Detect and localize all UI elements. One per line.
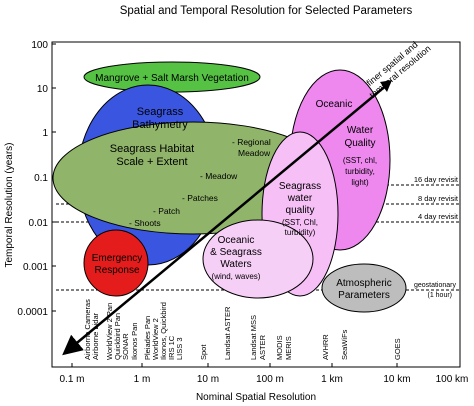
x-axis: 0.1 m 1 m 10 m 100 m 1 km 10 km 100 km N…: [59, 363, 468, 403]
water-quality-detail: turbidity,: [345, 167, 375, 176]
bathymetry-label: Bathymetry: [132, 119, 188, 131]
y-tick-label: 0.01: [29, 218, 49, 229]
mangrove-label: Mangrove + Salt Marsh Vegetation: [95, 73, 249, 84]
arrow-tail-mark: [380, 80, 392, 92]
bathymetry-label: Seagrass: [137, 106, 184, 118]
sensor-label: IRS 1C: [167, 335, 176, 360]
sensor-label: WorldView 2 Pan: [105, 303, 114, 360]
sensor-label: WorldView 2: [151, 318, 160, 360]
x-tick-label: 100 m: [256, 374, 284, 385]
water-quality-label: Quality: [344, 138, 375, 149]
sensor-label: Quickbird Pan: [113, 313, 122, 360]
y-tick-label: 0.001: [23, 262, 48, 273]
sensor-label: Ikonos Pan: [130, 322, 139, 360]
emergency-response-ellipse: [83, 229, 149, 297]
y-axis-label: Temporal Resolution (years): [4, 142, 15, 267]
oceanic-seagrass-detail: (wind, waves): [212, 272, 261, 281]
sensor-label: AVHRR: [321, 334, 330, 360]
seagrass-wq-detail: (SST, Chl,: [282, 218, 318, 227]
y-tick-label: 10: [37, 84, 49, 95]
seagrass-wq-detail: turbidity): [285, 228, 316, 237]
y-tick-label: 0.1: [34, 173, 48, 184]
water-quality-detail: (SST, chl,: [343, 156, 377, 165]
x-tick-label: 10 m: [197, 374, 219, 385]
sensor-label: SONAR: [121, 333, 130, 360]
x-axis-label: Nominal Spatial Resolution: [196, 392, 316, 403]
plot-frame: [51, 41, 461, 368]
y-tick-label: 0.0001: [17, 307, 48, 318]
y-axis: 100 10 1 0.1 0.01 0.001 0.0001 Temporal …: [4, 40, 56, 318]
seagrass-wq-label: quality: [286, 205, 315, 216]
seagrass-wq-label: water: [287, 193, 313, 204]
sensor-label: GOES: [393, 338, 402, 360]
x-tick-label: 100 km: [436, 374, 469, 385]
sensor-label: MERIS: [284, 336, 293, 360]
sensor-label: SeaWiFs: [340, 329, 349, 360]
water-quality-detail: light): [351, 178, 369, 187]
shoots-label: - Shoots: [129, 218, 161, 228]
patch-label: - Patch: [153, 206, 180, 216]
sensor-label: Airborne Lidar: [91, 312, 100, 360]
sensor-label: MODIS: [275, 335, 284, 360]
ellipse-labels: Mangrove + Salt Marsh Vegetation Seagras…: [92, 73, 392, 301]
atmospheric-ellipse: [321, 263, 407, 313]
sensor-label: Landsat MSS: [249, 315, 258, 360]
atmospheric-label: Atmospheric: [336, 278, 392, 289]
sensor-label: Pleiades Pan: [143, 316, 152, 360]
x-tick-label: 1 m: [134, 374, 151, 385]
finer-resolution-arrow: [62, 83, 389, 356]
sensor-label: Landsat ASTER: [223, 306, 232, 360]
revisit-label: geostationary: [414, 282, 457, 289]
oceanic-seagrass-label: Waters: [220, 259, 251, 270]
y-tick-label: 1: [42, 128, 48, 139]
revisit-label: (1 hour): [427, 292, 452, 299]
revisit-label: 4 day revisit: [418, 212, 459, 221]
emergency-label: Emergency: [92, 253, 143, 264]
x-tick-label: 1 km: [321, 374, 343, 385]
sensor-label: Airborne Cameras: [83, 299, 92, 360]
y-tick-label: 100: [31, 40, 48, 51]
patches-label: - Patches: [182, 193, 218, 203]
oceanic-seagrass-waters-ellipse: [202, 219, 314, 299]
seagrass-wq-label: Seagrass: [279, 181, 321, 192]
oceanic-seagrass-label: & Seagrass: [210, 247, 262, 258]
emergency-label: Response: [94, 265, 139, 276]
atmospheric-label: Parameters: [338, 290, 390, 301]
sensor-labels: Airborne Cameras Airborne Lidar WorldVie…: [83, 299, 402, 360]
revisit-label: 8 day revisit: [418, 194, 459, 203]
meadow-label: - Meadow: [200, 171, 238, 181]
sensor-label: Spot: [199, 344, 208, 360]
sensor-label: Ikonos, Quickbird: [159, 302, 168, 360]
revisit-label: 16 day revisit: [414, 175, 459, 184]
sensor-label: ASTER: [258, 334, 267, 360]
oceanic-seagrass-label: Oceanic: [218, 235, 255, 246]
water-quality-label: Water: [347, 125, 374, 136]
sensor-label: LISS 3: [175, 337, 184, 360]
regional-label: - Regional: [232, 137, 271, 147]
regional-label: Meadow: [238, 148, 271, 158]
x-tick-label: 0.1 m: [59, 374, 84, 385]
oceanic-label: Oceanic: [316, 99, 353, 110]
x-tick-label: 10 km: [383, 374, 410, 385]
diagram-title: Spatial and Temporal Resolution for Sele…: [120, 5, 413, 17]
habitat-label: Scale + Extent: [116, 156, 187, 168]
habitat-label: Seagrass Habitat: [110, 143, 194, 155]
